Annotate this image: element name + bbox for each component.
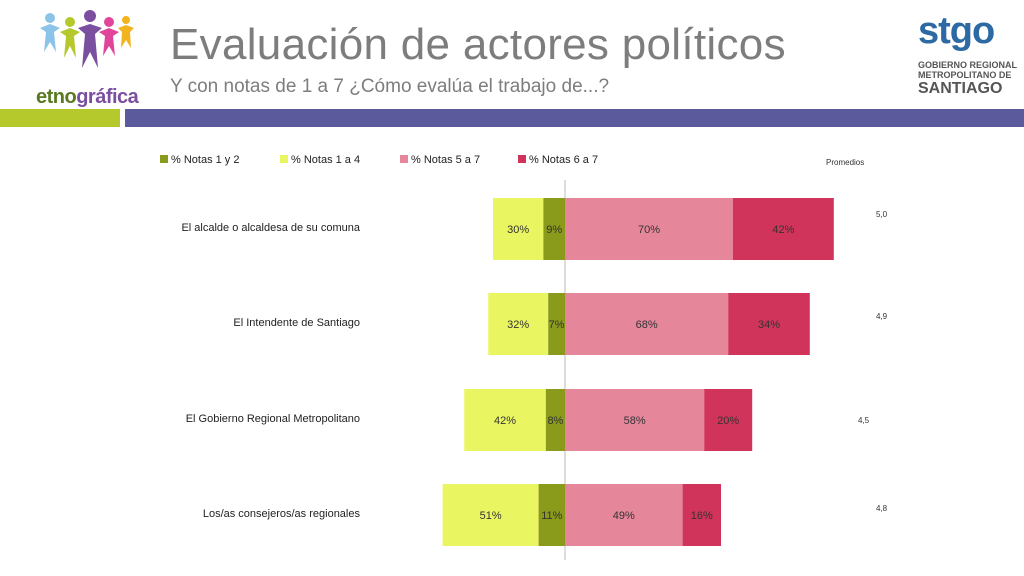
value-label-notas-1-y-2: 7% bbox=[549, 319, 565, 331]
stgo-wordmark: stgo bbox=[918, 10, 995, 52]
bar-notas-5-a-7 bbox=[565, 484, 683, 546]
legend-swatch bbox=[160, 155, 168, 163]
promedio-value: 4,9 bbox=[876, 312, 888, 321]
bar-notas-6-a-7 bbox=[728, 293, 810, 355]
promedio-value: 4,5 bbox=[858, 416, 870, 425]
category-label: Los/as consejeros/as regionales bbox=[203, 508, 361, 520]
legend-label: % Notas 6 a 7 bbox=[529, 154, 598, 166]
bar-notas-5-a-7 bbox=[565, 198, 733, 260]
brand-part-2: gráfica bbox=[76, 86, 139, 108]
bar-notas-1-y-2 bbox=[538, 484, 565, 546]
value-label-notas-1-a-4: 30% bbox=[507, 224, 529, 236]
bar-notas-1-y-2 bbox=[548, 293, 565, 355]
promedio-value: 4,8 bbox=[876, 504, 888, 513]
header-band-purple bbox=[125, 109, 1024, 127]
etnografica-wordmark: etnográfica bbox=[36, 86, 139, 109]
value-label-notas-5-a-7: 49% bbox=[613, 510, 635, 522]
bar-notas-1-y-2 bbox=[543, 198, 565, 260]
value-label-notas-1-a-4: 51% bbox=[480, 510, 502, 522]
value-label-notas-6-a-7: 42% bbox=[772, 224, 794, 236]
brand-part-1: etno bbox=[36, 86, 77, 108]
value-label-notas-6-a-7: 34% bbox=[758, 319, 780, 331]
page-title: Evaluación de actores políticos bbox=[170, 20, 786, 69]
bar-notas-5-a-7 bbox=[565, 389, 705, 451]
legend-swatch bbox=[400, 155, 408, 163]
legend-swatch bbox=[518, 155, 526, 163]
value-label-notas-6-a-7: 20% bbox=[717, 415, 739, 427]
bar-notas-1-y-2 bbox=[545, 389, 565, 451]
category-label: El Gobierno Regional Metropolitano bbox=[186, 413, 360, 425]
bar-notas-1-a-4 bbox=[493, 198, 544, 260]
bar-notas-5-a-7 bbox=[565, 293, 729, 355]
value-label-notas-5-a-7: 70% bbox=[638, 224, 660, 236]
stgo-logo: stgo GOBIERNO REGIONAL METROPOLITANO DE S… bbox=[912, 10, 1017, 100]
header-band-green bbox=[0, 109, 120, 127]
value-label-notas-1-y-2: 11% bbox=[541, 510, 562, 522]
stgo-org-name: GOBIERNO REGIONAL METROPOLITANO DE bbox=[918, 60, 1018, 80]
bar-notas-6-a-7 bbox=[733, 198, 834, 260]
promedios-title: Promedios bbox=[826, 158, 864, 167]
bar-notas-6-a-7 bbox=[704, 389, 753, 451]
bar-notas-1-a-4 bbox=[488, 293, 549, 355]
etnografica-logo: etnográfica bbox=[30, 10, 140, 108]
legend-label: % Notas 5 a 7 bbox=[411, 154, 480, 166]
page-subtitle: Y con notas de 1 a 7 ¿Cómo evalúa el tra… bbox=[170, 76, 610, 97]
legend-label: % Notas 1 y 2 bbox=[171, 154, 239, 166]
people-figures-icon bbox=[40, 10, 134, 68]
value-label-notas-5-a-7: 68% bbox=[636, 319, 658, 331]
legend-swatch bbox=[280, 155, 288, 163]
stgo-city: SANTIAGO bbox=[918, 80, 1003, 97]
value-label-notas-1-a-4: 42% bbox=[494, 415, 516, 427]
value-label-notas-1-y-2: 9% bbox=[546, 224, 562, 236]
legend-label: % Notas 1 a 4 bbox=[291, 154, 360, 166]
category-label: El alcalde o alcaldesa de su comuna bbox=[181, 222, 360, 234]
promedio-value: 5,0 bbox=[876, 210, 888, 219]
bar-notas-1-a-4 bbox=[442, 484, 539, 546]
bar-notas-6-a-7 bbox=[682, 484, 721, 546]
bar-notas-1-a-4 bbox=[464, 389, 546, 451]
value-label-notas-5-a-7: 58% bbox=[624, 415, 646, 427]
category-label: El Intendente de Santiago bbox=[233, 317, 360, 329]
value-label-notas-1-a-4: 32% bbox=[507, 319, 529, 331]
value-label-notas-1-y-2: 8% bbox=[547, 415, 563, 427]
value-label-notas-6-a-7: 16% bbox=[691, 510, 713, 522]
